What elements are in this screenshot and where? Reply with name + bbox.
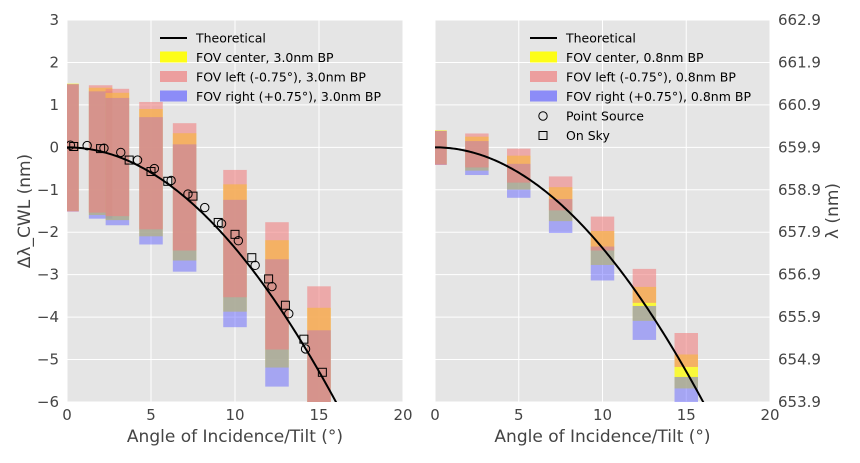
- bar-left: [548, 176, 573, 211]
- x-tick-label: 5: [146, 406, 156, 424]
- y-tick-label: 659.9: [778, 138, 821, 156]
- y-tick-label: −6: [37, 393, 59, 411]
- legend-label: Point Source: [566, 109, 644, 124]
- y-tick-label: −2: [37, 223, 59, 241]
- bar-left: [465, 133, 489, 168]
- legend-patch-swatch: [160, 51, 187, 63]
- y-tick-label: 1: [49, 96, 59, 114]
- legend: Theoretical FOV center, 0.8nm BP FOV left …: [530, 31, 751, 143]
- x-tick-label: 10: [593, 406, 612, 424]
- y-tick-label: −1: [37, 181, 59, 199]
- on-sky-marker: [230, 229, 240, 239]
- y-tick-label: 661.9: [778, 53, 821, 71]
- on-sky-marker: [317, 367, 327, 377]
- bar-left: [265, 222, 289, 350]
- on-sky-marker: [146, 167, 156, 177]
- bar-left: [590, 216, 615, 251]
- on-sky-marker: [280, 300, 290, 310]
- legend-patch-swatch: [160, 90, 187, 102]
- legend-label: Theoretical: [195, 31, 266, 46]
- point-source-marker: [166, 175, 176, 186]
- on-sky-marker: [213, 217, 223, 227]
- bar-left: [674, 333, 698, 367]
- bar-right: [632, 305, 657, 340]
- point-source-marker: [149, 163, 160, 174]
- legend-label: Theoretical: [565, 31, 636, 46]
- legend-label: FOV right (+0.75°), 3.0nm BP: [196, 89, 381, 104]
- point-source-marker: [216, 219, 227, 229]
- y-tick-label: 658.9: [778, 181, 821, 199]
- point-source-marker: [67, 140, 76, 150]
- y-tick-label: 657.9: [778, 223, 821, 241]
- y-tick-label: 655.9: [778, 308, 821, 326]
- legend-patch-swatch: [530, 51, 557, 63]
- on-sky-marker: [264, 274, 274, 284]
- y-tick-label: 656.9: [778, 266, 821, 284]
- point-source-marker: [183, 189, 193, 199]
- bar-group: [435, 130, 705, 402]
- point-source-marker: [116, 147, 126, 158]
- bar-group: [67, 83, 338, 402]
- right-panel: 0 5 10 15 20 662.9 661.9 660.9 659.9 658.9 657.9 65…: [430, 11, 843, 447]
- x-axis-label: Angle of Incidence/Tilt (°): [494, 427, 710, 447]
- bar-left: [223, 169, 247, 298]
- y-tick-label: −4: [37, 308, 59, 326]
- legend-patch-swatch: [160, 71, 187, 82]
- y-tick-label: −3: [37, 266, 59, 284]
- on-sky-marker: [124, 155, 134, 165]
- point-source-marker: [82, 140, 92, 151]
- y-tick-label: 0: [49, 138, 59, 156]
- y-tick-label: −5: [37, 351, 59, 369]
- y-tick-label: 3: [49, 11, 59, 29]
- y-tick-label: 660.9: [778, 96, 821, 114]
- legend-label: On Sky: [566, 128, 610, 143]
- on-sky-marker: [247, 253, 257, 263]
- y-axis-label: Δλ_CWL (nm): [15, 154, 35, 268]
- x-tick-label: 20: [393, 406, 412, 424]
- point-source-marker: [267, 281, 277, 292]
- x-axis-label: Angle of Incidence/Tilt (°): [127, 427, 343, 447]
- on-sky-marker: [299, 334, 309, 344]
- x-tick-label: 15: [677, 406, 696, 424]
- x-tick-label: 20: [760, 406, 779, 424]
- point-source-marker: [300, 344, 311, 354]
- x-tick-label: 5: [514, 406, 524, 424]
- bar-right: [590, 246, 615, 281]
- legend-label: FOV left (-0.75°), 0.8nm BP: [566, 70, 736, 85]
- x-tick-label: 15: [309, 406, 328, 424]
- legend-circle-marker: [538, 111, 548, 121]
- y-axis-label: λ (nm): [823, 183, 843, 239]
- y-tick-label: 653.9: [778, 393, 821, 411]
- legend-square-marker: [538, 131, 548, 140]
- y-tick-label: 662.9: [778, 11, 821, 29]
- bar-left: [507, 148, 531, 183]
- x-tick-label: 10: [225, 406, 244, 424]
- legend-label: FOV left (-0.75°), 3.0nm BP: [196, 70, 366, 85]
- on-sky-marker: [188, 191, 198, 201]
- legend-label: FOV center, 0.8nm BP: [566, 50, 704, 65]
- legend-label: FOV center, 3.0nm BP: [196, 50, 334, 65]
- on-sky-marker: [96, 144, 106, 154]
- legend-patch-swatch: [530, 90, 557, 102]
- bar-left: [632, 268, 657, 303]
- theoretical-curve: [67, 146, 338, 402]
- point-source-marker: [200, 202, 210, 213]
- on-sky-marker: [69, 141, 79, 151]
- bar-left: [307, 286, 331, 402]
- legend-label: FOV right (+0.75°), 0.8nm BP: [566, 89, 751, 104]
- x-tick-label: 0: [62, 406, 72, 424]
- legend: Theoretical FOV center, 3.0nm BP FOV left …: [160, 31, 381, 104]
- x-tick-label: 0: [430, 406, 440, 424]
- legend-patch-swatch: [530, 71, 557, 82]
- y-tick-label: 2: [49, 53, 59, 71]
- on-sky-marker: [163, 176, 173, 186]
- point-source-marker: [233, 236, 244, 246]
- bar-left: [172, 123, 197, 251]
- bar-left: [105, 88, 130, 217]
- point-source-marker: [250, 260, 260, 271]
- y-tick-label: 654.9: [778, 351, 821, 369]
- theoretical-curve: [435, 146, 705, 402]
